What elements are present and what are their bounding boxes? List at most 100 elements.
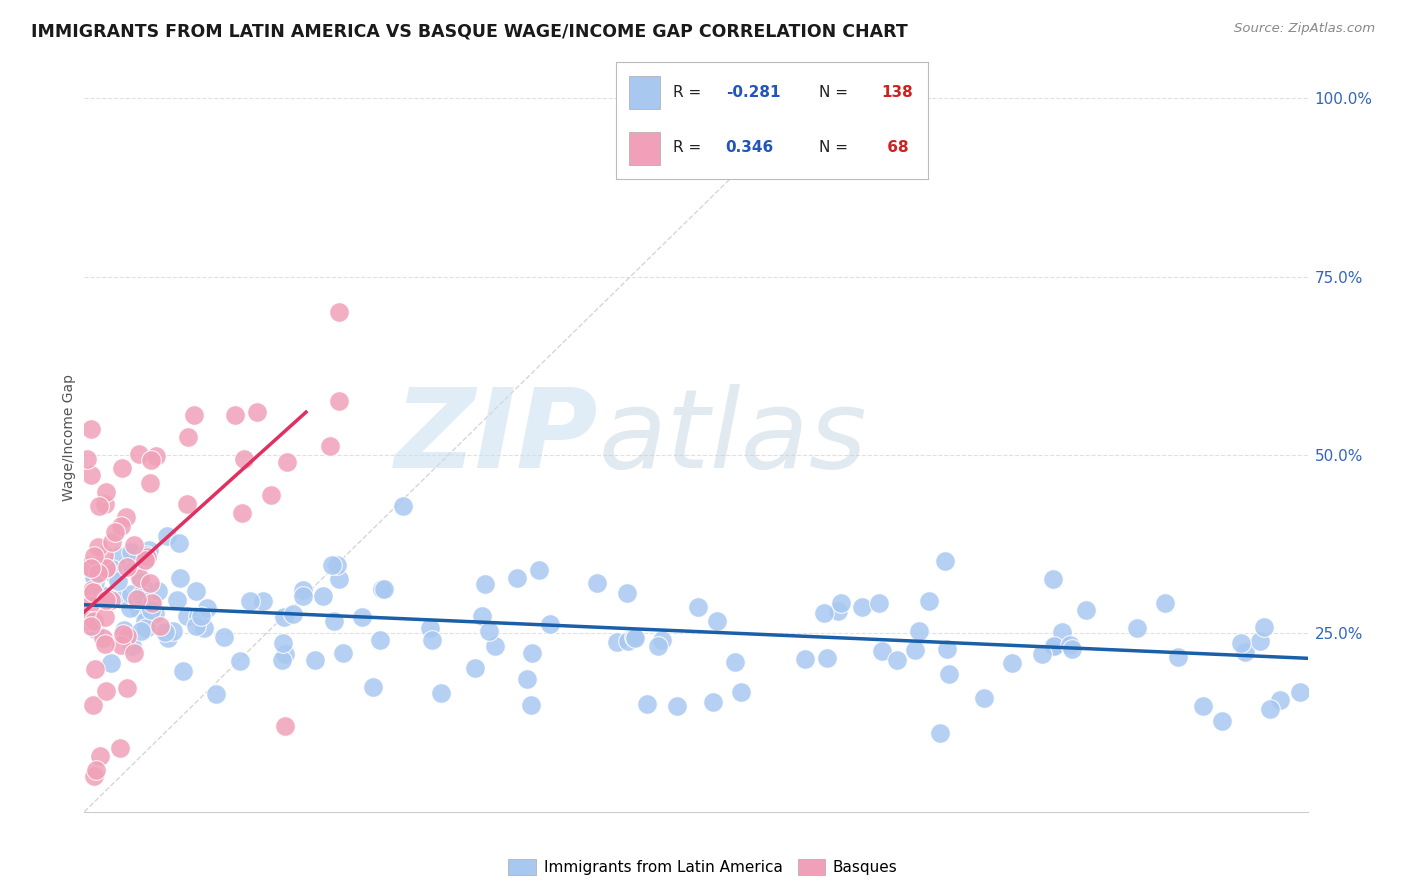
Point <box>224 409 246 423</box>
Point <box>120 545 142 559</box>
Point <box>1074 603 1097 617</box>
Point <box>77 558 100 573</box>
Point <box>156 631 179 645</box>
Point <box>135 549 157 564</box>
Point <box>83 570 105 584</box>
Point <box>111 626 134 640</box>
Text: atlas: atlas <box>598 384 866 491</box>
Point <box>585 575 607 590</box>
Point <box>371 582 394 596</box>
Point <box>1230 636 1253 650</box>
Point <box>83 549 105 563</box>
Point <box>117 560 139 574</box>
Point <box>318 439 340 453</box>
Point <box>76 451 98 466</box>
Point <box>120 587 142 601</box>
Point <box>162 624 184 639</box>
Point <box>637 697 659 711</box>
Point <box>323 614 346 628</box>
Point <box>1253 619 1275 633</box>
Point <box>110 519 132 533</box>
Point <box>128 447 150 461</box>
Point <box>830 596 852 610</box>
Point <box>117 558 139 572</box>
Point <box>361 680 384 694</box>
Point <box>928 725 950 739</box>
Point <box>1001 656 1024 670</box>
Point <box>373 582 395 596</box>
Point <box>205 687 228 701</box>
Point <box>1042 640 1064 654</box>
Point <box>141 596 163 610</box>
Point <box>169 571 191 585</box>
Point <box>139 603 162 617</box>
Point <box>420 633 443 648</box>
Point <box>96 561 118 575</box>
Point <box>730 685 752 699</box>
Point <box>94 497 117 511</box>
Point <box>195 600 218 615</box>
Point <box>886 653 908 667</box>
Point <box>239 594 262 608</box>
Point <box>100 656 122 670</box>
Text: IMMIGRANTS FROM LATIN AMERICA VS BASQUE WAGE/INCOME GAP CORRELATION CHART: IMMIGRANTS FROM LATIN AMERICA VS BASQUE … <box>31 22 908 40</box>
Point <box>87 566 110 580</box>
Point <box>291 582 314 597</box>
Point <box>145 449 167 463</box>
Point <box>141 453 163 467</box>
Point <box>328 394 350 409</box>
Point <box>936 642 959 657</box>
Point <box>94 637 117 651</box>
Point <box>83 623 105 637</box>
Point <box>166 593 188 607</box>
Point <box>229 654 252 668</box>
Point <box>108 549 131 564</box>
Point <box>1062 642 1084 657</box>
Point <box>246 405 269 419</box>
Point <box>80 583 103 598</box>
Point <box>321 558 343 573</box>
Point <box>131 555 153 569</box>
Point <box>1153 596 1175 610</box>
Point <box>122 538 145 552</box>
Point <box>89 749 111 764</box>
Point <box>1211 714 1233 728</box>
Point <box>813 607 835 621</box>
Point <box>79 561 101 575</box>
Point <box>827 604 849 618</box>
Point <box>332 647 354 661</box>
Point <box>184 619 207 633</box>
Point <box>328 572 350 586</box>
Point <box>93 548 115 562</box>
Point <box>84 764 107 778</box>
Point <box>724 655 747 669</box>
Point <box>190 608 212 623</box>
Point <box>688 599 710 614</box>
Point <box>143 606 166 620</box>
Point <box>917 594 939 608</box>
Point <box>129 575 152 590</box>
Point <box>131 588 153 602</box>
Point <box>506 571 529 585</box>
Point <box>139 476 162 491</box>
Point <box>328 304 350 318</box>
Point <box>132 581 155 595</box>
Point <box>80 422 103 436</box>
Point <box>79 468 101 483</box>
Y-axis label: Wage/Income Gap: Wage/Income Gap <box>62 374 76 500</box>
Point <box>94 484 117 499</box>
Point <box>794 652 817 666</box>
Point <box>271 653 294 667</box>
Point <box>868 596 890 610</box>
Point <box>148 583 170 598</box>
Point <box>128 602 150 616</box>
Point <box>851 599 873 614</box>
Point <box>419 621 441 635</box>
Point <box>907 624 929 639</box>
Point <box>474 577 496 591</box>
Point <box>520 647 543 661</box>
Point <box>100 592 122 607</box>
Text: ZIP: ZIP <box>395 384 598 491</box>
Point <box>429 686 451 700</box>
Point <box>706 614 728 628</box>
